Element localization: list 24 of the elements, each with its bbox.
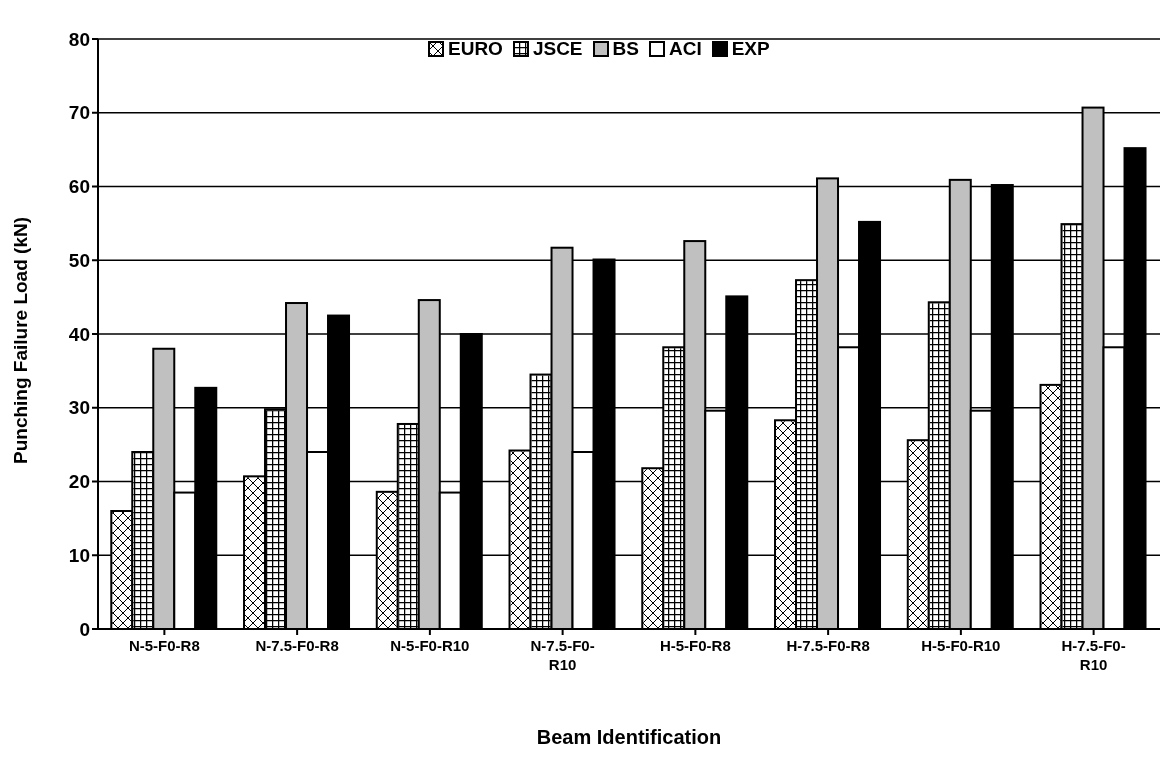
x-tick-label: N-5-F0-R10 xyxy=(390,637,470,654)
x-tick-label: H-7.5-F0-R10 xyxy=(1061,637,1126,673)
x-tick-label: H-5-F0-R10 xyxy=(921,637,1001,654)
y-tick-label: 50 xyxy=(68,249,90,271)
y-tick-label: 70 xyxy=(68,102,90,124)
x-tick-label: N-7.5-F0-R8 xyxy=(255,637,339,654)
y-tick-label: 0 xyxy=(79,618,90,640)
y-tick-label: 60 xyxy=(68,176,90,198)
y-axis-title: Punching Failure Load (kN) xyxy=(9,216,31,464)
y-tick-label: 40 xyxy=(68,323,90,345)
x-axis-title: Beam Identification xyxy=(536,726,722,748)
legend-label: BS xyxy=(611,38,639,60)
x-tick-label: H-5-F0-R8 xyxy=(659,637,731,654)
legend-label: EXP xyxy=(730,38,770,60)
legend-label: ACI xyxy=(667,38,702,60)
y-tick-label: 20 xyxy=(68,471,90,493)
x-tick-label: N-7.5-F0-R10 xyxy=(530,637,595,673)
legend-label: EURO xyxy=(447,38,503,60)
x-tick-label: H-7.5-F0-R8 xyxy=(786,637,870,654)
legend-label: JSCE xyxy=(531,38,583,60)
y-tick-label: 30 xyxy=(68,397,90,419)
x-tick-label: N-5-F0-R8 xyxy=(128,637,200,654)
y-tick-label: 80 xyxy=(68,28,90,50)
y-tick-label: 10 xyxy=(68,544,90,566)
